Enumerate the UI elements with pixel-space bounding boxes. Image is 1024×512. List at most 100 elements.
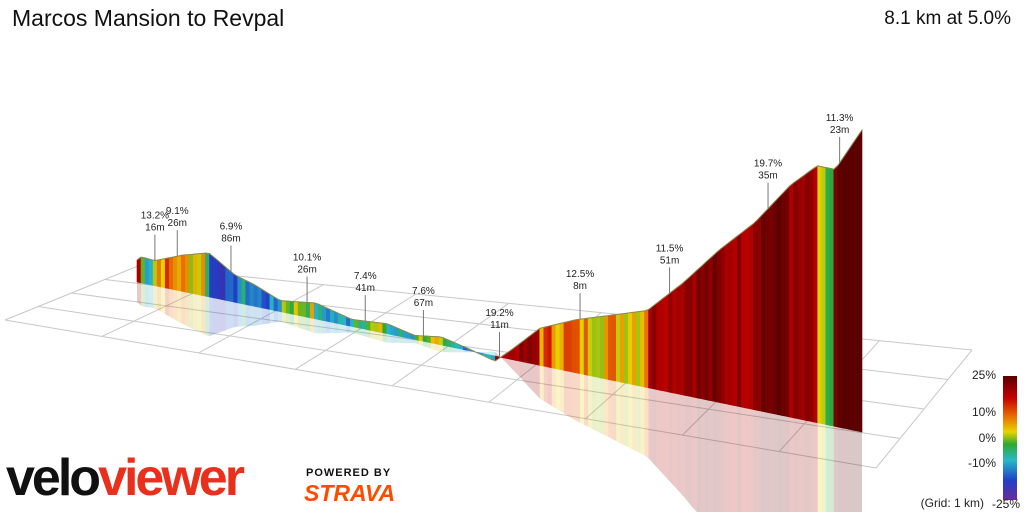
reflection-segment [604,378,609,438]
scale-tick-label: 10% [972,405,996,419]
profile-segment [358,319,363,330]
reflection-segment [298,315,303,329]
profile-segment [172,255,178,291]
scale-tick-label: 25% [972,368,996,382]
annotation-length: 86m [221,234,240,245]
profile-segment [313,302,319,320]
profile-segment [205,252,210,298]
reflection-segment [346,325,351,333]
reflection-segment [431,342,436,351]
profile-segment [438,336,444,346]
profile-segment [765,206,770,414]
profile-segment [152,259,158,287]
annotation-length: 51m [660,255,679,266]
profile-segment [176,254,182,292]
profile-segment [801,173,806,421]
reflection-segment [382,332,387,343]
annotation-length: 8m [573,281,587,292]
profile-segment [321,305,327,322]
profile-segment [712,251,718,403]
reflection-segment [290,313,295,327]
reflection-segment [817,422,822,512]
annotation-gradient: 11.5% [656,243,684,254]
reflection-segment [390,334,395,343]
profile-segment [378,322,383,334]
grid-note-text: (Grid: 1 km) [920,496,984,510]
profile-segment [680,280,686,396]
reflection-segment [161,287,166,315]
annotation-length: 11m [490,320,509,331]
reflection-segment [507,358,512,369]
profile-segment [366,320,371,331]
annotation-gradient: 12.5% [566,269,594,280]
profile-segment [543,326,549,368]
profile-segment [245,279,251,306]
reflection-segment [769,412,774,512]
profile-segment [636,311,641,387]
reflection-segment [374,331,379,341]
gradient-color-scale: 25% 10% 0% -10% -25% [968,368,1020,511]
profile-segment [140,256,146,285]
profile-segment [213,256,218,300]
reflection-segment [688,396,693,508]
reflection-segment [733,405,738,512]
reflection-segment [825,424,830,512]
reflection-segment [547,367,552,406]
annotation-length: 67m [414,298,433,309]
profile-segment [829,167,835,427]
reflection-segment [193,293,198,332]
reflection-segment [402,337,407,343]
annotation-gradient: 6.9% [220,222,243,233]
reflection-segment [422,341,427,348]
reflection-segment [632,384,637,452]
reflection-segment [849,429,854,512]
reflection-segment [805,420,810,512]
reflection-segment [229,301,234,329]
annotation-gradient: 10.1% [293,252,321,263]
profile-segment [301,301,307,318]
profile-segment [769,202,774,415]
strava-logo: STRAVA [304,480,396,506]
annotation-gradient: 7.6% [412,286,435,297]
reflection-segment [269,309,274,324]
profile-segment [225,266,230,302]
reflection-segment [366,329,371,339]
profile-segment [241,277,247,305]
profile-segment [797,176,802,420]
profile-segment [289,300,295,315]
reflection-segment [592,376,597,431]
reflection-segment [584,374,589,427]
reflection-segment [435,343,440,352]
reflection-segment [676,393,681,494]
profile-segment [708,254,714,402]
scale-tick-label: -25% [992,497,1020,511]
reflection-segment [777,414,782,512]
reflection-segment [531,363,536,395]
reflection-segment [358,327,363,336]
reflection-segment [567,371,572,419]
reflection-segment [841,427,846,512]
reflection-segment [362,328,367,337]
reflection-segment [519,361,524,382]
reflection-segment [680,394,685,498]
reflection-segment [535,364,540,399]
annotation-gradient: 9.1% [166,206,189,217]
profile-segment [148,258,154,286]
profile-segment [611,314,617,382]
reflection-segment [757,410,762,512]
reflection-segment [451,347,456,353]
reflection-segment [596,377,601,433]
profile-segment [221,263,226,301]
reflection-segment [197,294,202,334]
profile-segment [559,322,565,371]
profile-segment [583,317,589,376]
profile-segment [664,293,669,393]
reflection-segment [608,379,613,440]
reflection-segment [342,324,347,333]
reflection-segment [753,409,758,512]
reflection-segment [789,417,794,512]
profile-segment [728,238,734,406]
reflection-segment [503,357,508,365]
profile-segment [777,193,782,416]
reflection-segment [261,307,266,325]
